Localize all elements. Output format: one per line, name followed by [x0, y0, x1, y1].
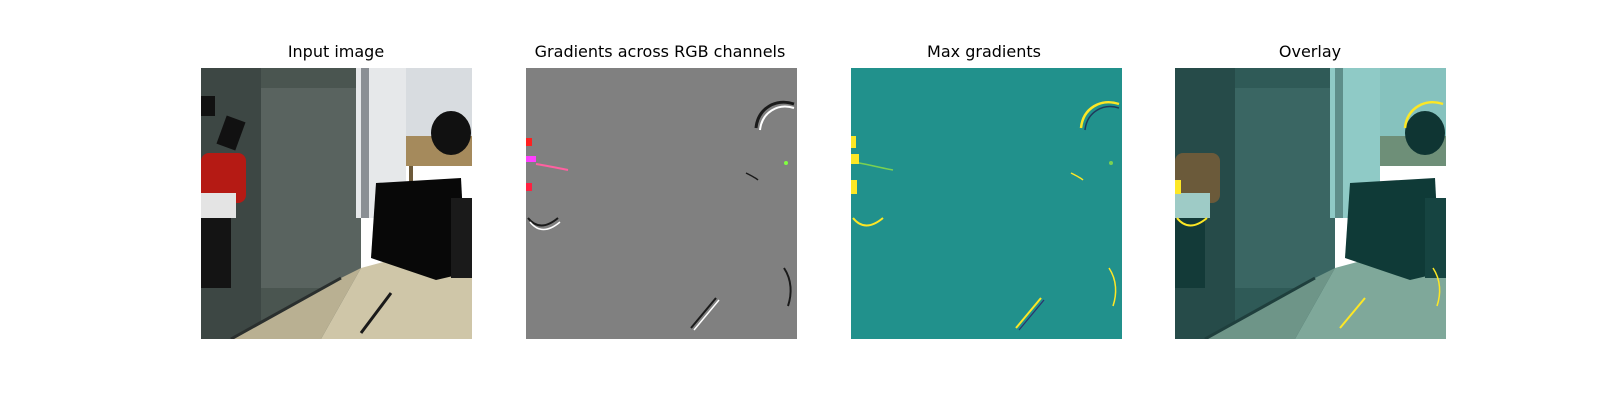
panel-title-overlay: Overlay [1160, 42, 1460, 61]
input-image [201, 68, 472, 339]
overlay-panel [1175, 68, 1446, 339]
max-gradients-image [851, 68, 1122, 339]
max-gradients-panel [851, 68, 1122, 339]
overlay-image [1175, 68, 1446, 339]
gradients-rgb-image [526, 68, 797, 339]
panel-title-gradients-rgb: Gradients across RGB channels [510, 42, 810, 61]
input-image-panel [201, 68, 472, 339]
panel-title-max-gradients: Max gradients [834, 42, 1134, 61]
gradients-rgb-panel [526, 68, 797, 339]
panel-title-input-image: Input image [186, 42, 486, 61]
